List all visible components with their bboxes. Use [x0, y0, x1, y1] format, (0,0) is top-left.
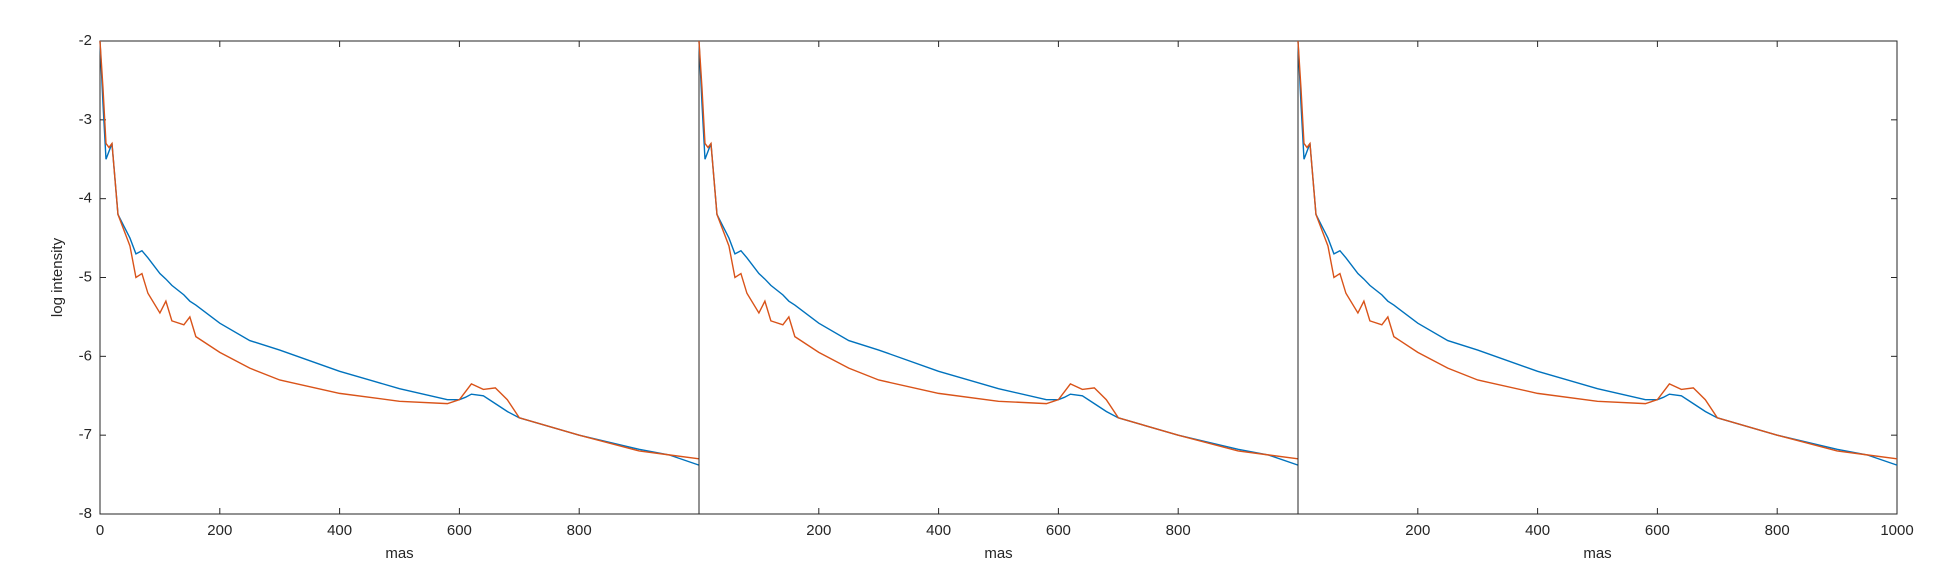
data-line: [99, 40, 700, 460]
x-tick-label: 600: [447, 522, 472, 539]
x-tick-label: 200: [1405, 522, 1430, 539]
x-tick-label: 400: [1525, 522, 1550, 539]
x-tick-label: 600: [1645, 522, 1670, 539]
y-tick-label: -3: [79, 111, 92, 128]
x-axis-label: mas: [385, 545, 413, 562]
y-tick-label: -2: [79, 32, 92, 49]
x-tick-label: 400: [327, 522, 352, 539]
y-axis-label: log intensity: [49, 237, 66, 317]
x-tick-label: 800: [1765, 522, 1790, 539]
x-axis-label: mas: [984, 545, 1012, 562]
x-tick-label: 0: [96, 522, 104, 539]
x-tick-label: 600: [1046, 522, 1071, 539]
y-tick-label: -7: [79, 426, 92, 443]
y-tick-label: -4: [79, 190, 92, 207]
x-tick-label: 200: [207, 522, 232, 539]
x-tick-label: 800: [1166, 522, 1191, 539]
x-tick-label: 200: [806, 522, 831, 539]
x-tick-label: 800: [567, 522, 592, 539]
data-line: [1297, 40, 1898, 460]
x-tick-label: 1000: [1880, 522, 1913, 539]
x-axis-label: mas: [1583, 545, 1611, 562]
y-tick-label: -8: [79, 505, 92, 522]
y-tick-label: -6: [79, 347, 92, 364]
y-tick-label: -5: [79, 268, 92, 285]
x-tick-label: 400: [926, 522, 951, 539]
data-line: [698, 40, 1299, 460]
